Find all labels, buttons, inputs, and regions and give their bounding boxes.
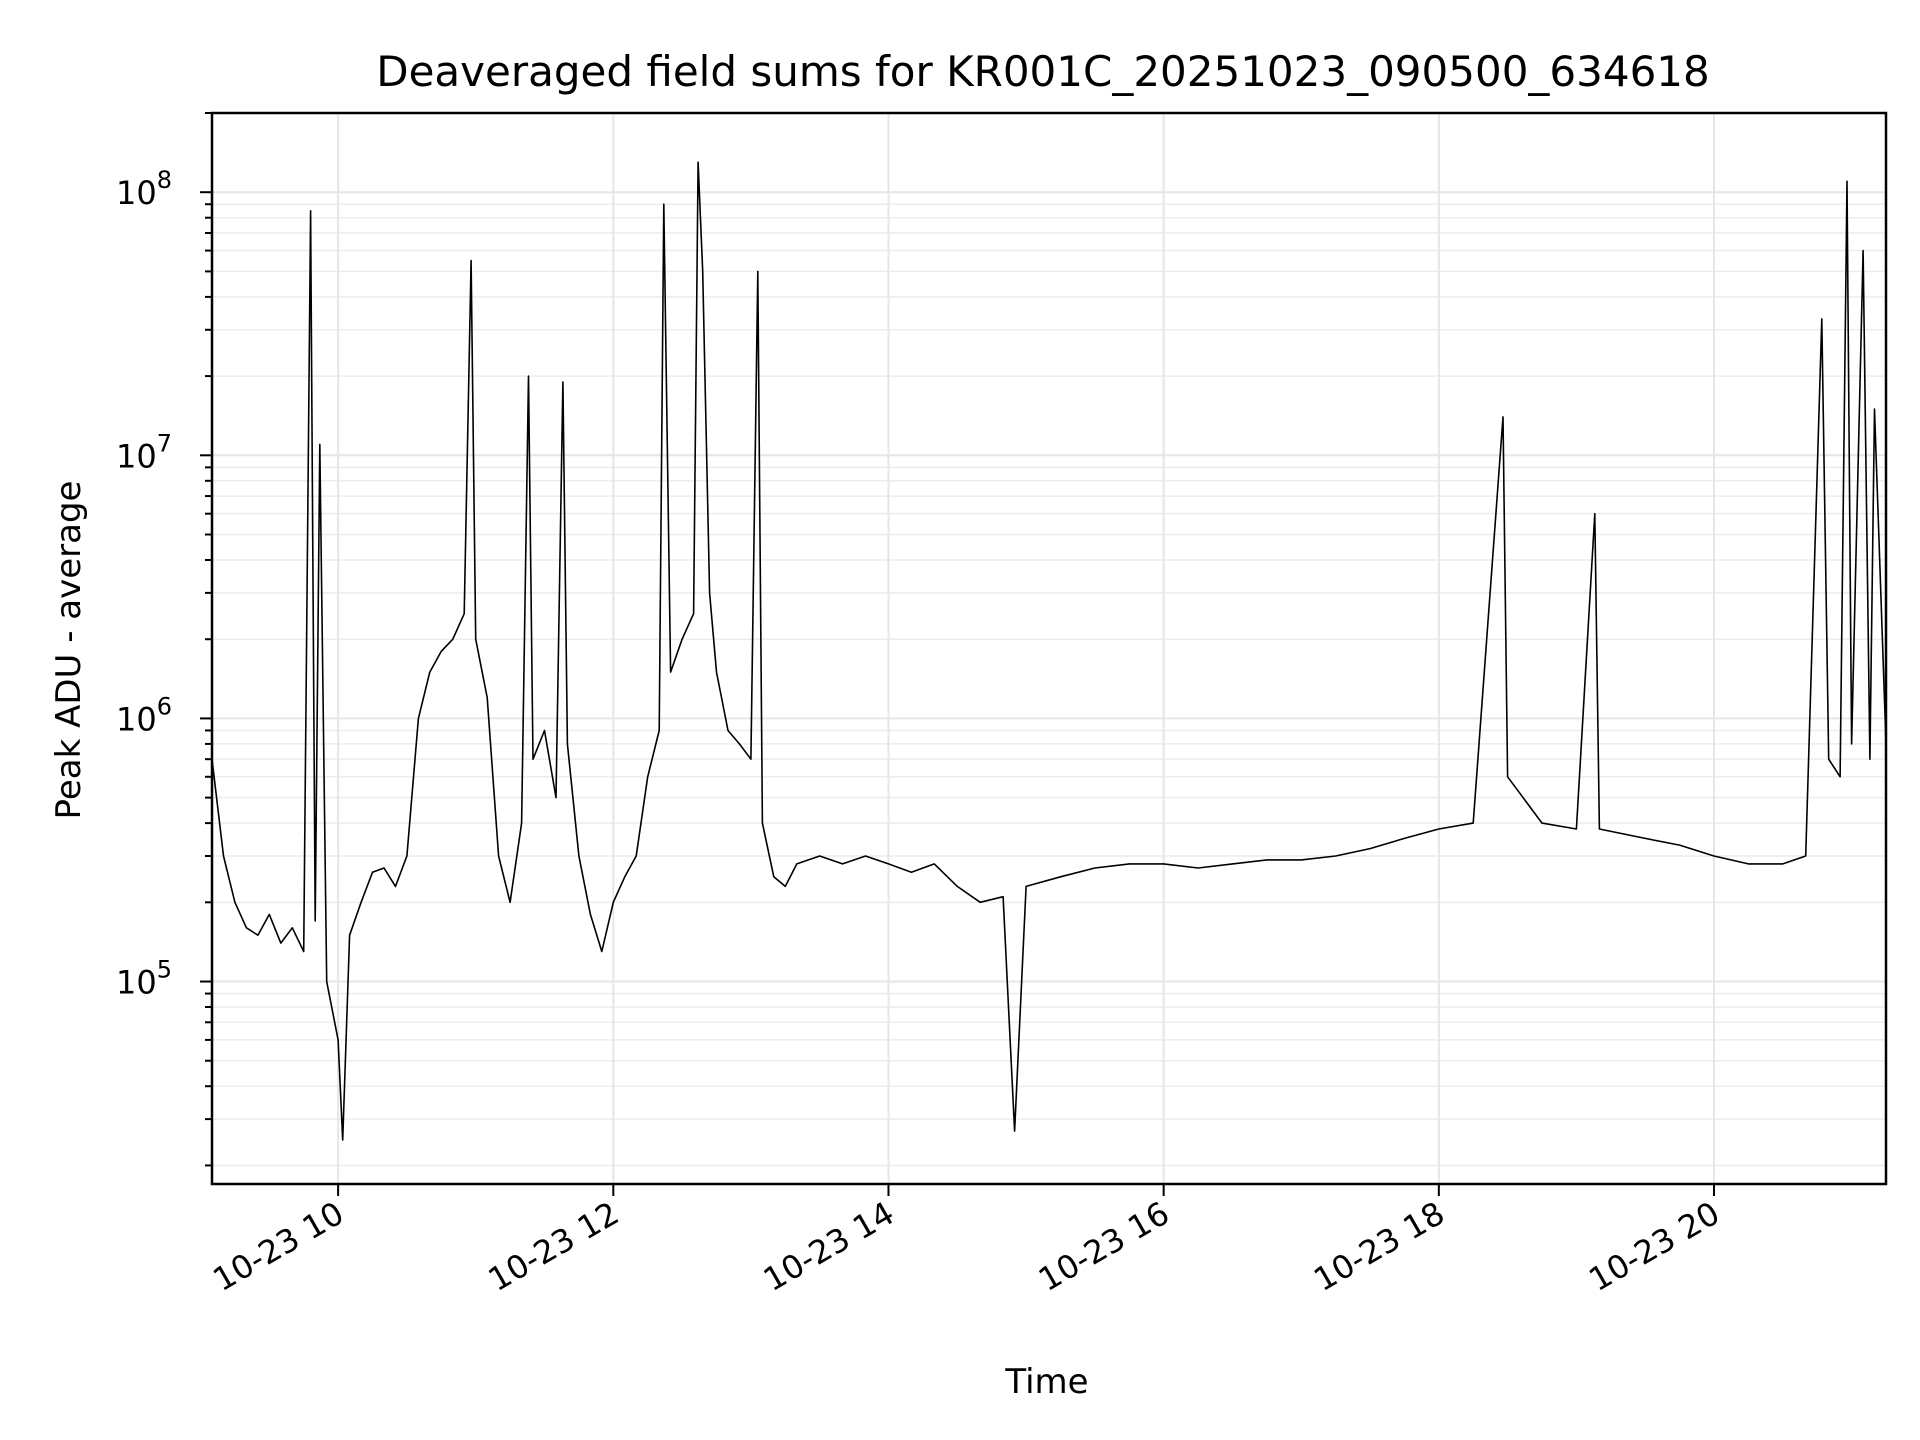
y-tick-label: 107 xyxy=(116,429,172,475)
series-line xyxy=(211,161,1887,1141)
y-axis: 105 106 107 108 xyxy=(116,112,212,1167)
chart-title: Deaveraged field sums for KR001C_2025102… xyxy=(376,47,1710,96)
plot-area-frame xyxy=(210,111,1888,1186)
y-tick-label: 108 xyxy=(116,166,172,212)
x-axis-label: Time xyxy=(1004,1362,1088,1402)
y-axis-label: Peak ADU - average xyxy=(49,481,89,820)
y-tick-label: 105 xyxy=(116,956,172,1002)
series-layer xyxy=(211,161,1887,1141)
y-tick-label: 106 xyxy=(116,692,172,738)
grid-layer xyxy=(212,112,1886,1184)
